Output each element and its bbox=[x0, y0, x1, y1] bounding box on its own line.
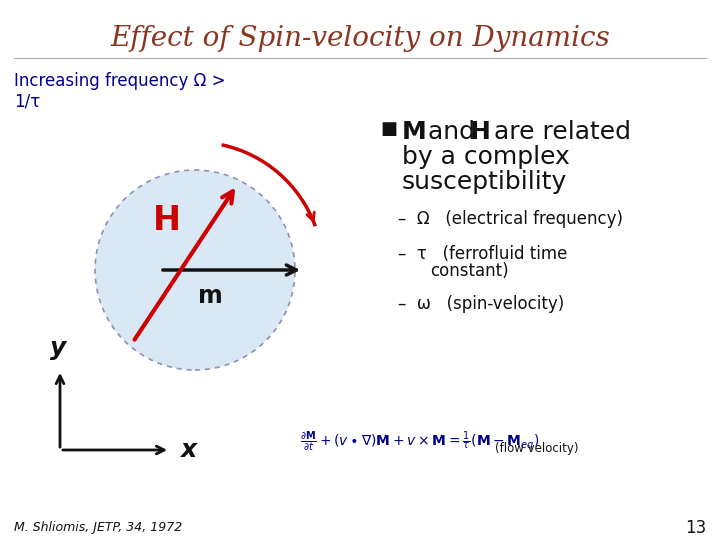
Ellipse shape bbox=[95, 170, 295, 370]
Text: m: m bbox=[197, 284, 222, 308]
Text: Increasing frequency Ω >: Increasing frequency Ω > bbox=[14, 72, 225, 90]
Text: –  Ω   (electrical frequency): – Ω (electrical frequency) bbox=[398, 210, 623, 228]
Text: M. Shliomis, JETP, 34, 1972: M. Shliomis, JETP, 34, 1972 bbox=[14, 522, 182, 535]
Text: Effect of Spin-velocity on Dynamics: Effect of Spin-velocity on Dynamics bbox=[110, 24, 610, 51]
Text: susceptibility: susceptibility bbox=[402, 170, 567, 194]
Text: 1/τ: 1/τ bbox=[14, 92, 40, 110]
Text: M: M bbox=[402, 120, 427, 144]
Text: and: and bbox=[420, 120, 483, 144]
Text: –  τ   (ferrofluid time: – τ (ferrofluid time bbox=[398, 245, 567, 263]
Text: x: x bbox=[180, 438, 196, 462]
Text: H: H bbox=[470, 120, 491, 144]
Text: y: y bbox=[50, 336, 66, 360]
Text: –  ω   (spin-velocity): – ω (spin-velocity) bbox=[398, 295, 564, 313]
Text: constant): constant) bbox=[430, 262, 508, 280]
Text: H: H bbox=[153, 204, 181, 237]
Text: $\frac{\partial \mathbf{M}}{\partial t}+(v\bullet\nabla)\mathbf{M}+v\times\mathb: $\frac{\partial \mathbf{M}}{\partial t}+… bbox=[300, 430, 539, 454]
Text: 13: 13 bbox=[685, 519, 706, 537]
Text: by a complex: by a complex bbox=[402, 145, 570, 169]
Text: ■: ■ bbox=[380, 120, 397, 138]
Text: (flow velocity): (flow velocity) bbox=[495, 442, 578, 455]
Text: are related: are related bbox=[486, 120, 631, 144]
